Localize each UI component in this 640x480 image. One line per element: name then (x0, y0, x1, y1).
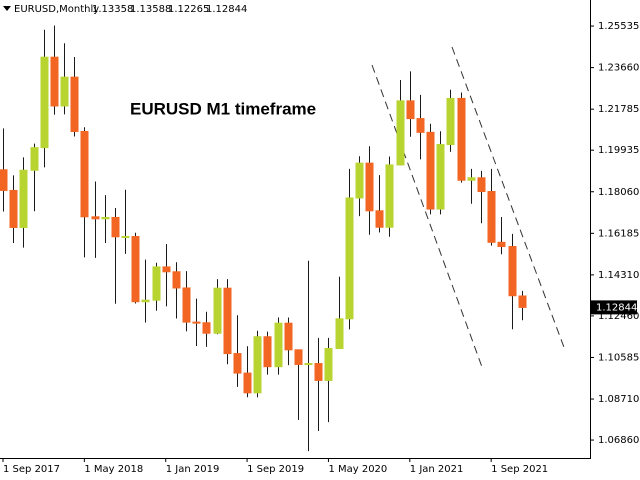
y-tick-label: 1.23660 (598, 63, 639, 74)
symbol-label: EURUSD,Monthly (14, 4, 99, 15)
x-tick-label: 1 May 2018 (84, 464, 143, 475)
y-tick-label: 1.25535 (598, 21, 639, 32)
candle-body (253, 336, 262, 394)
candle-body (60, 76, 69, 107)
candle-body (50, 56, 59, 107)
y-tick-label: 1.12460 (598, 311, 639, 322)
y-tick-label: 1.10585 (598, 352, 639, 363)
candle-body (0, 169, 8, 191)
x-tick-label: 1 May 2020 (328, 464, 387, 475)
y-tick-label: 1.16185 (598, 228, 639, 239)
candle-body (335, 318, 344, 349)
candle-body (172, 271, 181, 289)
y-tick-label: 1.19935 (598, 145, 639, 156)
candle-body (101, 216, 110, 220)
candle-body (152, 266, 161, 301)
candle-body (487, 191, 496, 243)
candle-body (355, 162, 364, 199)
candle-body (233, 353, 242, 374)
x-tick-label: 1 Sep 2017 (3, 464, 60, 475)
candle-body (446, 97, 455, 146)
candle-body (162, 266, 171, 273)
annotation: EURUSD M1 timeframe (130, 99, 316, 118)
y-tick-label: 1.14310 (598, 270, 639, 281)
candle-body (345, 197, 354, 320)
candle-body (121, 236, 130, 239)
candle-body (314, 363, 323, 381)
candle-body (80, 130, 89, 218)
price-box (591, 300, 637, 315)
candle-body (213, 287, 222, 334)
y-tick-label: 1.06860 (598, 435, 639, 446)
x-tick-label: 1 Jan 2019 (166, 464, 220, 475)
candle-body (9, 189, 18, 228)
candle-body (518, 295, 527, 308)
candle-body (324, 347, 333, 381)
x-tick-label: 1 Jan 2021 (410, 464, 464, 475)
candle-body (457, 97, 466, 181)
candle-body (274, 322, 283, 368)
quote-value: 1.13588 (130, 4, 171, 15)
x-tick-label: 1 Sep 2021 (491, 464, 548, 475)
candle-body (406, 100, 415, 120)
candle-body (385, 164, 394, 228)
candle-body (141, 299, 150, 303)
candle-body (304, 363, 313, 366)
candle-body (202, 322, 211, 334)
quote-value: 1.12844 (206, 4, 247, 15)
y-tick-label: 1.18060 (598, 187, 639, 198)
candle-body (131, 236, 140, 303)
candle-body (182, 287, 191, 323)
candle-body (365, 162, 374, 212)
price-box-label: 1.12844 (596, 302, 637, 313)
candle-body (243, 372, 252, 394)
candle-body (436, 144, 445, 210)
x-tick-label: 1 Sep 2019 (247, 464, 304, 475)
candle-body (375, 210, 384, 228)
trend-line (451, 46, 566, 351)
candle-body (192, 321, 201, 324)
candle-body (426, 131, 435, 210)
candle-body (284, 322, 293, 351)
candle-body (91, 216, 100, 220)
candle-body (416, 118, 425, 133)
candle-body (497, 241, 506, 248)
candle-body (467, 177, 476, 181)
candle-body (30, 147, 39, 171)
candle-body (477, 177, 486, 193)
candle-body (263, 336, 272, 368)
quote-value: 1.13358 (92, 4, 133, 15)
trend-line (371, 64, 483, 368)
candle-body (111, 216, 120, 238)
candle-body (223, 287, 232, 355)
y-tick-label: 1.08710 (598, 394, 639, 405)
quote-value: 1.12265 (168, 4, 209, 15)
candle-body (70, 76, 79, 132)
candle-body (40, 56, 49, 149)
candle-body (294, 349, 303, 365)
candle-body (19, 169, 28, 228)
header-icon (3, 6, 11, 11)
candle-body (396, 100, 405, 166)
y-tick-label: 1.21785 (598, 104, 639, 115)
candle-body (508, 246, 517, 297)
